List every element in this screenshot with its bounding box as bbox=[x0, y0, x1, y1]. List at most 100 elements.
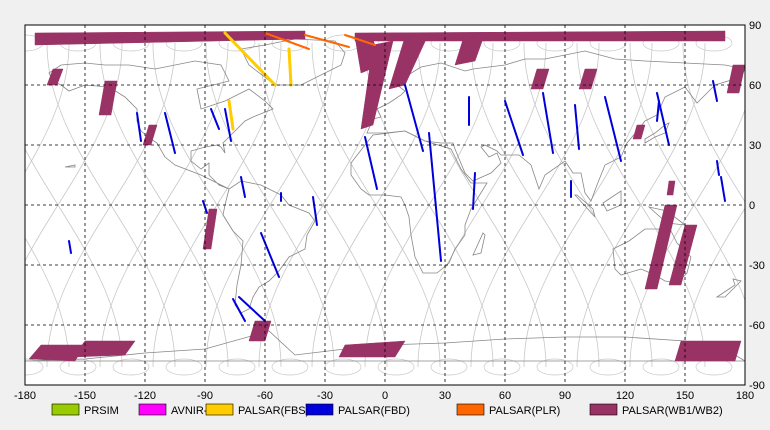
wb-swath bbox=[726, 64, 745, 94]
lon-tick-label: -120 bbox=[134, 390, 156, 402]
wb-swath bbox=[34, 30, 306, 46]
wb-swath bbox=[72, 340, 136, 358]
orbit-polar-loop bbox=[218, 358, 256, 376]
orbit-polar-loop bbox=[536, 358, 574, 376]
fbd-swath bbox=[68, 240, 72, 254]
legend-swatch bbox=[305, 403, 334, 416]
legend-label: AVNIR-2 bbox=[171, 405, 214, 417]
fbd-swath bbox=[472, 172, 476, 210]
legend-label: PALSAR(FBS) bbox=[238, 405, 309, 417]
fbd-swath bbox=[260, 232, 280, 278]
wb-swath bbox=[28, 344, 86, 362]
orbit-polar-loop bbox=[112, 358, 150, 376]
observation-footprints bbox=[28, 30, 745, 362]
coastline bbox=[715, 278, 742, 298]
fbd-swath bbox=[232, 298, 246, 322]
orbit-track bbox=[682, 42, 745, 203]
lon-tick-label: -180 bbox=[14, 390, 36, 402]
coastline bbox=[222, 180, 316, 314]
legend-label: PALSAR(FBD) bbox=[338, 405, 410, 417]
longitude-tick-labels: -180 -150 -120 -90 -60 -30 0 30 60 90 120 150 180 bbox=[14, 390, 754, 402]
orbit-polar-loop bbox=[165, 358, 203, 376]
legend-swatch bbox=[51, 403, 80, 416]
fbs-swath bbox=[227, 99, 235, 131]
lon-tick-label: 60 bbox=[499, 390, 511, 402]
fbd-swath bbox=[364, 136, 378, 190]
lon-tick-label: 30 bbox=[439, 390, 451, 402]
map-frame bbox=[24, 24, 746, 386]
fbs-swath bbox=[287, 47, 293, 87]
legend-swatch bbox=[205, 403, 234, 416]
lon-tick-label: -30 bbox=[317, 390, 333, 402]
legend-label: PRSIM bbox=[84, 405, 119, 417]
fbd-swath bbox=[312, 196, 318, 226]
lat-tick-label: 30 bbox=[749, 140, 761, 152]
legend: PRSIM AVNIR-2 PALSAR(FBS) PALSAR(FBD) PALSAR… bbox=[51, 403, 723, 417]
wb-swath bbox=[632, 124, 646, 140]
wb-swath bbox=[98, 80, 118, 116]
fbd-swath bbox=[240, 176, 246, 198]
orbit-polar-loop bbox=[25, 358, 44, 376]
coastline bbox=[240, 38, 346, 86]
orbit-polar-loop bbox=[642, 358, 680, 376]
orbit-track bbox=[576, 42, 706, 368]
lat-tick-label: -30 bbox=[749, 260, 765, 272]
orbit-polar-loop bbox=[483, 358, 521, 376]
coastline bbox=[574, 194, 596, 218]
fbd-swath bbox=[504, 100, 524, 156]
lon-tick-label: 180 bbox=[736, 390, 754, 402]
lat-tick-label: 60 bbox=[749, 80, 761, 92]
plr-swath bbox=[264, 32, 310, 50]
legend-label: PALSAR(WB1/WB2) bbox=[622, 405, 723, 417]
legend-swatch bbox=[589, 403, 618, 416]
fbd-swath bbox=[224, 108, 232, 142]
wb-swath bbox=[674, 340, 742, 362]
orbit-track bbox=[0, 43, 16, 367]
fbd-swath bbox=[164, 112, 176, 154]
fbd-swath bbox=[238, 296, 266, 322]
lon-tick-label: 0 bbox=[382, 390, 388, 402]
plr-swath bbox=[344, 34, 376, 46]
lat-tick-label: -90 bbox=[749, 380, 765, 392]
coastline bbox=[472, 232, 486, 256]
fbd-swath bbox=[604, 96, 622, 162]
wb-swath bbox=[666, 180, 676, 196]
latitude-tick-labels: 90 60 30 0 -30 -60 -90 bbox=[749, 20, 765, 392]
orbit-polar-loop bbox=[589, 358, 627, 376]
orbit-track bbox=[25, 236, 70, 368]
orbit-polar-loop bbox=[377, 358, 415, 376]
orbit-track bbox=[0, 43, 16, 367]
orbit-track bbox=[682, 207, 745, 368]
lat-tick-label: -60 bbox=[749, 320, 765, 332]
fbs-swath bbox=[223, 31, 277, 87]
wb-swath bbox=[530, 68, 550, 90]
lon-tick-label: -60 bbox=[257, 390, 273, 402]
coastline bbox=[644, 122, 670, 144]
legend-swatch bbox=[456, 403, 485, 416]
fbd-swath bbox=[656, 100, 660, 122]
orbit-polar-loop bbox=[271, 358, 309, 376]
fbd-swath bbox=[712, 80, 718, 102]
legend-label: PALSAR(PLR) bbox=[489, 405, 560, 417]
fbd-swath bbox=[210, 108, 220, 130]
wb-swath bbox=[338, 340, 406, 358]
lat-tick-label: 90 bbox=[749, 20, 761, 32]
fbd-swath bbox=[428, 132, 442, 262]
orbit-track bbox=[258, 42, 388, 368]
fbd-swath bbox=[574, 104, 580, 150]
lat-tick-label: 0 bbox=[749, 200, 755, 212]
fbd-swath bbox=[404, 84, 424, 152]
lon-tick-label: 150 bbox=[676, 390, 694, 402]
wb-swath bbox=[454, 32, 486, 66]
legend-swatch bbox=[138, 403, 167, 416]
fbd-swath bbox=[720, 176, 726, 202]
fbd-swath bbox=[136, 112, 142, 142]
orbit-polar-loop bbox=[430, 358, 468, 376]
lon-tick-label: -90 bbox=[197, 390, 213, 402]
lon-tick-label: 90 bbox=[559, 390, 571, 402]
wb-swath bbox=[578, 68, 598, 90]
fbd-swath bbox=[542, 92, 554, 154]
fbd-swath bbox=[716, 160, 720, 176]
lon-tick-label: -150 bbox=[74, 390, 96, 402]
